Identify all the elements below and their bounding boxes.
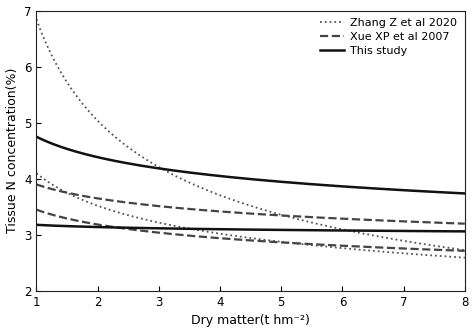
Y-axis label: Tissue N concentration(%): Tissue N concentration(%) bbox=[6, 68, 18, 233]
Legend: Zhang Z et al 2020, Xue XP et al 2007, This study: Zhang Z et al 2020, Xue XP et al 2007, T… bbox=[318, 16, 459, 58]
X-axis label: Dry matter(t hm⁻²): Dry matter(t hm⁻²) bbox=[191, 314, 310, 327]
